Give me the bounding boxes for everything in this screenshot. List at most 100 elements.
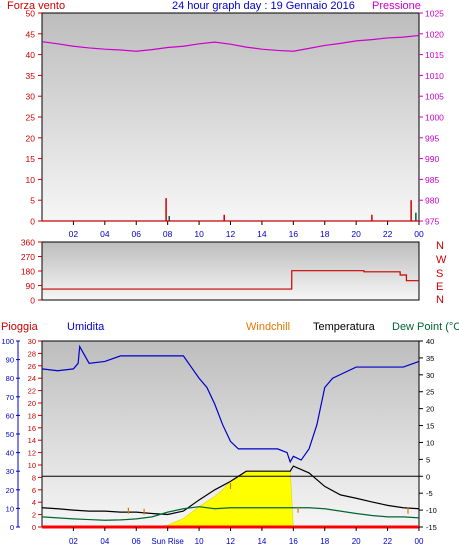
- x-tick-label: 10: [195, 537, 204, 546]
- pioggia-tick-label: 24: [28, 374, 36, 383]
- y-left-tick-label: 0: [30, 217, 35, 227]
- panel-wind-pressure: [41, 12, 420, 222]
- temp-tick-label: 5: [426, 455, 430, 464]
- right-axis-title: Pressione: [372, 0, 421, 12]
- umidita-tick-label: 40: [6, 449, 14, 458]
- x-tick-label: 04: [100, 537, 109, 546]
- pressure-line: [41, 34, 420, 52]
- x-tick-label: 04: [100, 229, 110, 239]
- umidita-tick-label: 100: [1, 337, 14, 346]
- y-right-tick-label: 1000: [425, 113, 444, 123]
- direction-tick-label: 180: [21, 267, 35, 277]
- y-right-tick-label: 980: [425, 196, 439, 206]
- pioggia-tick-label: 26: [28, 362, 36, 371]
- temp-tick-label: 40: [426, 337, 434, 346]
- temp-tick-label: -15: [426, 523, 437, 532]
- umidita-label: Umidita: [67, 321, 105, 333]
- y-right-tick-label: 975: [425, 217, 439, 227]
- direction-tick-label: 270: [21, 252, 35, 262]
- x-tick-label: 02: [69, 537, 78, 546]
- umidita-tick-label: 70: [6, 393, 14, 402]
- umidita-tick-label: 30: [6, 467, 14, 476]
- x-tick-label: 12: [226, 537, 235, 546]
- pioggia-tick-label: 4: [32, 498, 36, 507]
- pioggia-tick-label: 14: [28, 436, 36, 445]
- y-right-tick-label: 1015: [425, 50, 444, 60]
- x-tick-label: 08: [163, 229, 173, 239]
- temp-tick-label: 20: [426, 405, 434, 414]
- x-tick-label: 00: [414, 229, 424, 239]
- temp-tick-label: 25: [426, 388, 434, 397]
- x-tick-label: 12: [226, 229, 236, 239]
- pioggia-tick-label: 30: [28, 337, 36, 346]
- y-left-tick-label: 40: [26, 50, 36, 60]
- dewpoint-line: [41, 506, 420, 521]
- temp-tick-label: 30: [426, 371, 434, 380]
- temp-tick-label: 10: [426, 438, 434, 447]
- y-left-tick-label: 15: [26, 154, 36, 164]
- compass-n-bottom: N: [436, 294, 444, 306]
- pioggia-tick-label: 8: [32, 473, 36, 482]
- pioggia-tick-label: 10: [28, 461, 36, 470]
- umidita-tick-label: 10: [6, 504, 14, 513]
- wind-direction-line: [42, 270, 419, 290]
- x-tick-label: 22: [383, 537, 392, 546]
- x-tick-label: 18: [320, 229, 330, 239]
- compass-e: E: [436, 281, 443, 293]
- temp-tick-label: 0: [426, 472, 430, 481]
- windchill-label: Windchill: [246, 321, 290, 333]
- direction-tick-label: 360: [21, 238, 35, 248]
- y-right-tick-label: 1020: [425, 29, 444, 39]
- umidita-tick-label: 50: [6, 430, 14, 439]
- y-left-tick-label: 50: [26, 9, 36, 19]
- pioggia-tick-label: 12: [28, 449, 36, 458]
- pioggia-tick-label: 18: [28, 411, 36, 420]
- y-right-tick-label: 990: [425, 154, 439, 164]
- y-left-tick-label: 25: [26, 113, 36, 123]
- y-right-tick-label: 1010: [425, 71, 444, 81]
- y-left-tick-label: 20: [26, 133, 36, 143]
- y-left-tick-label: 30: [26, 92, 36, 102]
- umidita-tick-label: 60: [6, 411, 14, 420]
- x-tick-label: 06: [132, 537, 141, 546]
- direction-tick-label: 0: [30, 296, 35, 306]
- left-axis-title: Forza vento: [7, 0, 65, 12]
- umidita-tick-label: 90: [6, 356, 14, 365]
- x-tick-label: 02: [69, 229, 79, 239]
- x-tick-label: 18: [320, 537, 329, 546]
- x-tick-label: Sun Rise: [151, 537, 184, 546]
- x-tick-label: 16: [289, 229, 299, 239]
- pioggia-tick-label: 22: [28, 387, 36, 396]
- x-tick-label: 06: [132, 229, 142, 239]
- panel-wind-direction: [41, 241, 420, 301]
- x-tick-label: 20: [352, 537, 361, 546]
- pioggia-tick-label: 28: [28, 349, 36, 358]
- y-right-tick-label: 1025: [425, 9, 444, 19]
- temp-tick-label: -5: [426, 489, 433, 498]
- humidity-line: [41, 344, 420, 464]
- pioggia-tick-label: 6: [32, 486, 36, 495]
- pioggia-tick-label: 0: [32, 523, 36, 532]
- umidita-tick-label: 0: [10, 523, 14, 532]
- x-tick-label: 00: [415, 537, 424, 546]
- x-tick-label: 14: [257, 229, 267, 239]
- umidita-tick-label: 80: [6, 374, 14, 383]
- y-right-tick-label: 995: [425, 133, 439, 143]
- pioggia-tick-label: 20: [28, 399, 36, 408]
- y-right-tick-label: 1005: [425, 92, 444, 102]
- x-tick-label: 10: [194, 229, 204, 239]
- compass-w: W: [436, 254, 447, 266]
- y-left-tick-label: 35: [26, 71, 36, 81]
- compass-s: S: [436, 268, 443, 280]
- compass-n-top: N: [436, 240, 444, 252]
- y-left-tick-label: 45: [26, 29, 36, 39]
- pioggia-tick-label: 16: [28, 424, 36, 433]
- x-tick-label: 14: [257, 537, 266, 546]
- temperature-line: [41, 465, 420, 516]
- x-tick-label: 20: [351, 229, 361, 239]
- x-tick-label: 16: [289, 537, 298, 546]
- y-left-tick-label: 10: [26, 175, 36, 185]
- temp-tick-label: 35: [426, 354, 434, 363]
- temp-tick-label: 15: [426, 422, 434, 431]
